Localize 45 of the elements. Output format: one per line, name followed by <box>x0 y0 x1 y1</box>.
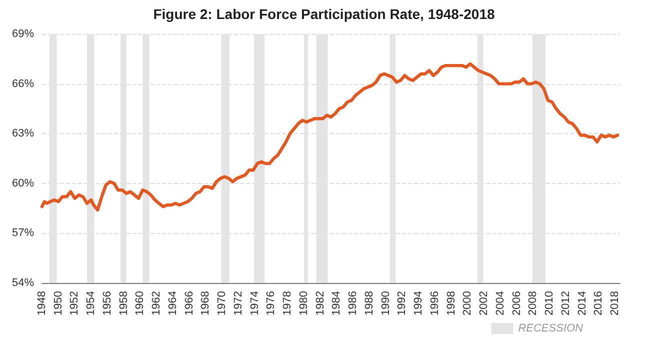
x-tick-label: 2004 <box>494 291 506 316</box>
x-tick-label: 2000 <box>462 291 474 316</box>
x-tick-label: 1968 <box>200 291 212 316</box>
x-tick-label: 1952 <box>68 291 81 316</box>
legend-label: RECESSION <box>518 322 584 334</box>
x-tick-label: 1978 <box>282 291 294 316</box>
x-tick-label: 1982 <box>314 291 326 316</box>
x-tick-label: 1954 <box>85 291 98 316</box>
x-tick-label: 1988 <box>363 291 376 316</box>
x-tick-label: 1992 <box>396 291 408 316</box>
y-tick-label: 69% <box>12 28 34 40</box>
x-tick-label: 1990 <box>380 291 392 316</box>
y-tick-label: 66% <box>12 78 34 90</box>
y-tick-label: 63% <box>12 128 34 140</box>
y-tick-label: 60% <box>12 177 34 190</box>
x-tick-label: 2018 <box>609 291 622 316</box>
x-tick-label: 1966 <box>183 291 196 316</box>
x-tick-label: 1956 <box>101 291 114 316</box>
x-tick-label: 1964 <box>166 291 179 316</box>
x-tick-label: 1986 <box>347 291 360 316</box>
x-tick-label: 1976 <box>265 291 278 316</box>
x-tick-label: 1948 <box>36 291 48 316</box>
x-tick-label: 1984 <box>330 291 343 316</box>
x-tick-label: 1972 <box>232 291 244 316</box>
x-tick-label: 1950 <box>52 291 64 316</box>
x-tick-label: 2002 <box>478 291 490 316</box>
x-tick-label: 2008 <box>527 291 540 316</box>
x-tick-label: 1960 <box>134 291 146 316</box>
chart-title: Figure 2: Labor Force Participation Rate, 1948-2018 <box>153 6 495 22</box>
y-tick-label: 57% <box>12 227 34 240</box>
x-tick-label: 1962 <box>150 291 163 316</box>
x-tick-label: 2006 <box>510 291 523 316</box>
x-tick-label: 2014 <box>576 291 588 316</box>
x-tick-label: 1994 <box>412 291 425 316</box>
x-tick-label: 1958 <box>118 291 130 316</box>
line-series <box>40 62 620 212</box>
x-tick-label: 1980 <box>298 291 310 316</box>
x-tick-label: 1998 <box>445 291 458 316</box>
x-tick-label: 2012 <box>560 291 572 316</box>
x-tick-label: 2016 <box>592 291 605 316</box>
y-tick-label: 54% <box>12 277 34 289</box>
x-tick-label: 1974 <box>248 291 261 316</box>
x-tick-label: 1970 <box>216 291 228 316</box>
x-tick-label: 2010 <box>544 291 556 316</box>
x-tick-label: 1996 <box>428 291 441 316</box>
